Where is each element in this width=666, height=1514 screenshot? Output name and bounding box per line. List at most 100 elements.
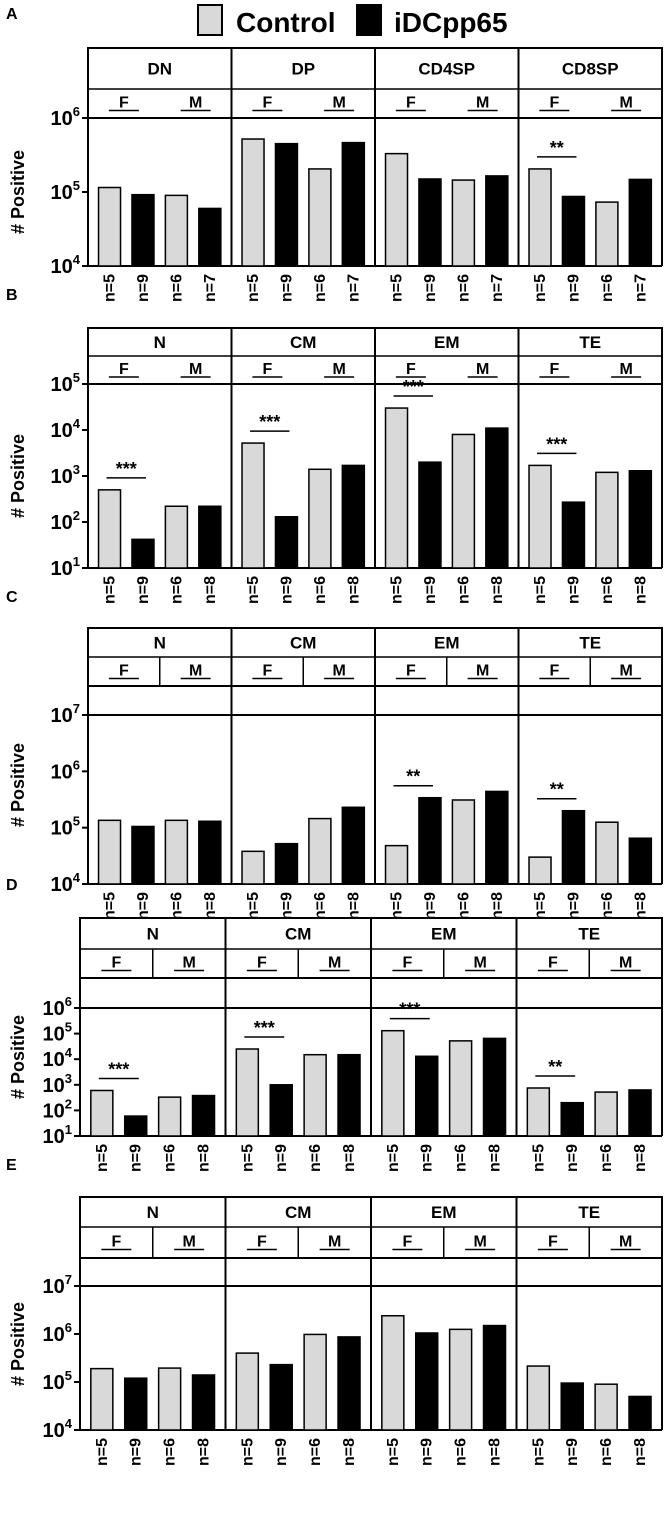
bar-control-m xyxy=(303,1333,327,1431)
subgroup-label-f: F xyxy=(549,663,559,680)
x-tick-label: n=8 xyxy=(341,1438,358,1466)
bar-idcpp65-f xyxy=(418,178,442,267)
bar-idcpp65-f xyxy=(274,142,299,267)
x-tick-label: n=8 xyxy=(345,576,362,604)
subgroup-label-f: F xyxy=(262,663,272,680)
group-te: TE F Mn=5 n=9 n=6 n=8 *** xyxy=(517,328,653,604)
x-tick-label: n=9 xyxy=(422,892,439,920)
subgroup-label-f: F xyxy=(257,1234,267,1251)
x-tick-label: n=6 xyxy=(312,892,329,920)
group-n: N F Mn=5 n=9 n=6 n=8 xyxy=(90,1203,216,1466)
subgroup-label-f: F xyxy=(548,1234,558,1251)
group-cm: CM F Mn=5 n=9 n=6 n=8 *** xyxy=(224,918,361,1172)
bar-idcpp65-f xyxy=(414,1055,439,1137)
y-tick-label: 107 xyxy=(51,701,80,727)
group-em: EM F Mn=5 n=9 n=6 n=8 ** xyxy=(374,628,509,920)
bar-control-m xyxy=(303,1053,327,1137)
group-label: CM xyxy=(285,925,311,944)
significance-label: ** xyxy=(550,780,564,800)
x-tick-label: n=9 xyxy=(422,274,439,302)
bar-idcpp65-f xyxy=(418,796,442,885)
group-te: TE F Mn=5 n=9 n=6 n=8 ** xyxy=(517,628,653,920)
bar-control-m xyxy=(595,471,619,569)
subgroup-label-f: F xyxy=(548,955,558,972)
bar-idcpp65-f xyxy=(131,538,155,569)
x-tick-label: n=7 xyxy=(632,274,649,302)
y-tick-label: 104 xyxy=(43,1045,73,1071)
x-tick-label: n=8 xyxy=(202,892,219,920)
x-tick-label: n=8 xyxy=(632,576,649,604)
x-tick-label: n=8 xyxy=(345,892,362,920)
group-label: N xyxy=(154,333,166,352)
bar-control-f xyxy=(241,850,265,885)
panel-B: B 101 102 103 104 105 # Positive N F Mn=5 n=9 n=6 n=… xyxy=(6,287,663,604)
group-te: TE F Mn=5 n=9 n=6 n=8 ** xyxy=(515,918,652,1172)
subgroup-label-m: M xyxy=(332,663,345,680)
y-tick-label: 103 xyxy=(51,462,80,488)
subgroup-label-f: F xyxy=(111,955,121,972)
x-tick-label: n=8 xyxy=(632,892,649,920)
y-tick-label: 102 xyxy=(43,1096,72,1122)
x-tick-label: n=6 xyxy=(599,576,616,604)
bar-idcpp65-m xyxy=(628,470,653,569)
group-label: TE xyxy=(579,634,601,653)
bar-control-m xyxy=(157,1367,182,1431)
bar-idcpp65-m xyxy=(191,1374,216,1431)
bar-idcpp65-f xyxy=(131,193,155,267)
bar-idcpp65-m xyxy=(198,820,222,885)
x-tick-label: n=5 xyxy=(530,1144,547,1172)
bar-control-f xyxy=(381,1029,405,1137)
x-tick-label: n=6 xyxy=(598,1144,615,1172)
subgroup-label-f: F xyxy=(262,361,272,378)
x-tick-label: n=9 xyxy=(565,274,582,302)
x-tick-label: n=8 xyxy=(341,1144,358,1172)
x-tick-label: n=5 xyxy=(530,1438,547,1466)
bar-control-f xyxy=(528,856,552,885)
group-label: N xyxy=(154,634,166,653)
legend-swatch-control xyxy=(197,4,223,36)
significance-label: *** xyxy=(399,1000,420,1020)
x-tick-label: n=6 xyxy=(168,892,185,920)
x-tick-label: n=7 xyxy=(202,274,219,302)
bar-idcpp65-m xyxy=(482,1037,507,1137)
bar-control-f xyxy=(384,844,409,885)
bar-control-m xyxy=(451,799,476,885)
x-tick-label: n=8 xyxy=(196,1144,213,1172)
subgroup-label-f: F xyxy=(406,663,416,680)
legend-swatch-idcpp65 xyxy=(356,4,382,36)
y-tick-label: 107 xyxy=(43,1272,72,1298)
bar-idcpp65-f xyxy=(414,1332,439,1431)
bar-control-m xyxy=(451,179,476,267)
significance-label: *** xyxy=(259,412,280,432)
bar-idcpp65-m xyxy=(628,178,653,267)
x-tick-label: n=5 xyxy=(245,274,262,302)
subgroup-label-f: F xyxy=(402,1234,412,1251)
bar-control-f xyxy=(526,1087,551,1137)
y-tick-label: 104 xyxy=(51,252,81,278)
x-tick-label: n=8 xyxy=(487,1438,504,1466)
x-tick-label: n=5 xyxy=(94,1438,111,1466)
bar-control-f xyxy=(241,442,265,569)
legend-label-control: Control xyxy=(236,7,336,38)
x-tick-label: n=7 xyxy=(345,274,362,302)
bar-idcpp65-f xyxy=(274,516,299,569)
x-tick-label: n=9 xyxy=(422,576,439,604)
x-tick-label: n=9 xyxy=(273,1144,290,1172)
x-tick-label: n=9 xyxy=(128,1438,145,1466)
subgroup-label-m: M xyxy=(619,361,632,378)
bar-idcpp65-f xyxy=(418,461,442,569)
bar-control-f xyxy=(235,1048,260,1137)
subgroup-label-m: M xyxy=(619,95,632,112)
x-tick-label: n=6 xyxy=(312,274,329,302)
subgroup-label-m: M xyxy=(328,955,341,972)
group-label: TE xyxy=(579,333,601,352)
group-label: CM xyxy=(290,333,316,352)
group-label: CM xyxy=(285,1203,311,1222)
bar-idcpp65-f xyxy=(269,1084,293,1137)
bar-idcpp65-m xyxy=(628,837,653,885)
x-tick-label: n=5 xyxy=(94,1144,111,1172)
group-label: DN xyxy=(147,60,172,79)
group-label: CD8SP xyxy=(562,60,619,79)
